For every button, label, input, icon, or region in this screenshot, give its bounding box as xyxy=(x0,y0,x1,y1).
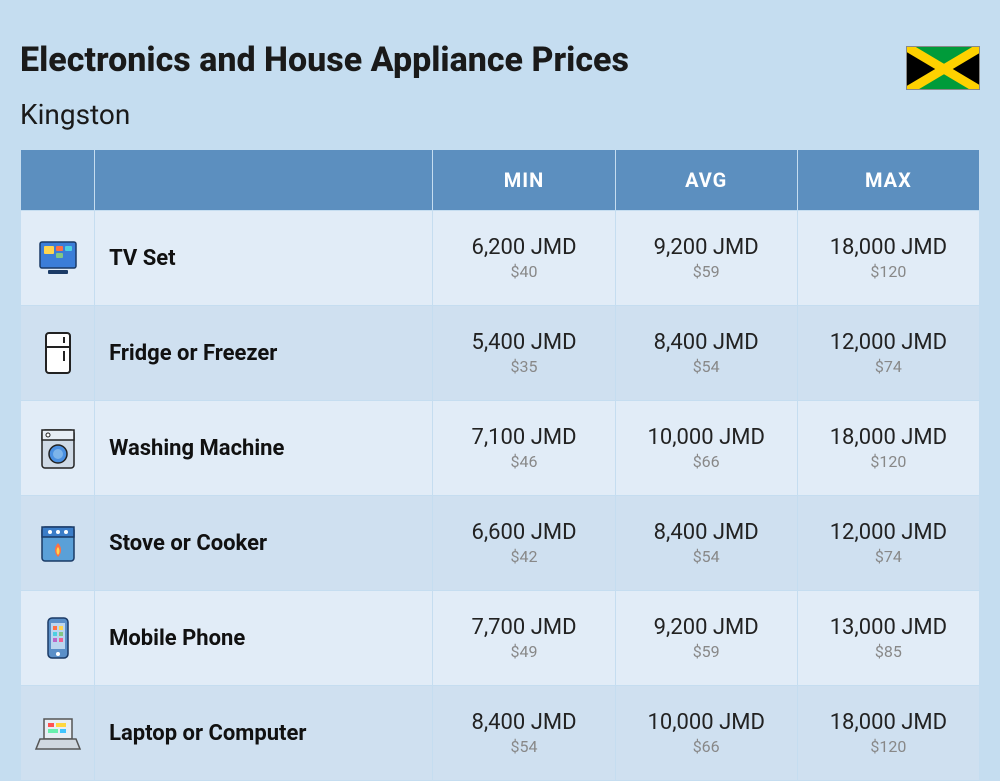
header-min: MIN xyxy=(433,150,615,211)
item-name: Stove or Cooker xyxy=(95,496,432,590)
max-cell: 18,000 JMD $120 xyxy=(798,211,979,305)
price-usd: $66 xyxy=(693,452,720,471)
price-table: MIN AVG MAX TV Set 6,200 JMD $40 9,200 JMD $… xyxy=(20,149,980,781)
phone-icon xyxy=(21,591,94,685)
price-jmd: 9,200 JMD xyxy=(654,615,759,640)
price-jmd: 13,000 JMD xyxy=(830,615,947,640)
max-cell: 13,000 JMD $85 xyxy=(798,591,979,685)
table-row: TV Set 6,200 JMD $40 9,200 JMD $59 18,000 JMD… xyxy=(21,211,980,306)
price-jmd: 18,000 JMD xyxy=(830,710,947,735)
page-title: Electronics and House Appliance Prices xyxy=(20,40,629,80)
price-jmd: 6,600 JMD xyxy=(471,520,576,545)
price-jmd: 7,100 JMD xyxy=(471,425,576,450)
price-jmd: 12,000 JMD xyxy=(830,520,947,545)
header-avg: AVG xyxy=(615,150,797,211)
price-jmd: 8,400 JMD xyxy=(654,520,759,545)
flag-jamaica xyxy=(906,46,980,90)
price-usd: $66 xyxy=(693,737,720,756)
price-usd: $59 xyxy=(693,642,720,661)
price-jmd: 5,400 JMD xyxy=(471,330,576,355)
avg-cell: 10,000 JMD $66 xyxy=(616,401,797,495)
item-name: Laptop or Computer xyxy=(95,686,432,780)
avg-cell: 10,000 JMD $66 xyxy=(616,686,797,780)
price-jmd: 18,000 JMD xyxy=(830,235,947,260)
price-usd: $46 xyxy=(511,452,538,471)
min-cell: 7,100 JMD $46 xyxy=(433,401,614,495)
item-name: TV Set xyxy=(95,211,432,305)
max-cell: 18,000 JMD $120 xyxy=(798,401,979,495)
price-jmd: 18,000 JMD xyxy=(830,425,947,450)
table-row: Stove or Cooker 6,600 JMD $42 8,400 JMD $54 1… xyxy=(21,496,980,591)
avg-cell: 9,200 JMD $59 xyxy=(616,211,797,305)
price-usd: $54 xyxy=(693,547,720,566)
item-name: Washing Machine xyxy=(95,401,432,495)
price-jmd: 8,400 JMD xyxy=(654,330,759,355)
table-row: Fridge or Freezer 5,400 JMD $35 8,400 JMD $5… xyxy=(21,306,980,401)
price-usd: $120 xyxy=(870,452,906,471)
price-jmd: 10,000 JMD xyxy=(647,710,764,735)
price-jmd: 10,000 JMD xyxy=(647,425,764,450)
stove-icon xyxy=(21,496,94,590)
city-name: Kingston xyxy=(20,98,980,131)
price-usd: $54 xyxy=(511,737,538,756)
min-cell: 5,400 JMD $35 xyxy=(433,306,614,400)
price-usd: $74 xyxy=(875,357,902,376)
price-usd: $120 xyxy=(870,737,906,756)
price-usd: $85 xyxy=(875,642,902,661)
min-cell: 6,600 JMD $42 xyxy=(433,496,614,590)
table-row: Laptop or Computer 8,400 JMD $54 10,000 JMD… xyxy=(21,686,980,781)
price-jmd: 7,700 JMD xyxy=(471,615,576,640)
max-cell: 18,000 JMD $120 xyxy=(798,686,979,780)
max-cell: 12,000 JMD $74 xyxy=(798,496,979,590)
price-jmd: 8,400 JMD xyxy=(471,710,576,735)
min-cell: 7,700 JMD $49 xyxy=(433,591,614,685)
table-row: Mobile Phone 7,700 JMD $49 9,200 JMD $59 13,0… xyxy=(21,591,980,686)
min-cell: 6,200 JMD $40 xyxy=(433,211,614,305)
avg-cell: 9,200 JMD $59 xyxy=(616,591,797,685)
price-usd: $54 xyxy=(693,357,720,376)
min-cell: 8,400 JMD $54 xyxy=(433,686,614,780)
tv-icon xyxy=(21,211,94,305)
header-name-col xyxy=(95,150,433,211)
price-usd: $120 xyxy=(870,262,906,281)
fridge-icon xyxy=(21,306,94,400)
header-max: MAX xyxy=(797,150,979,211)
avg-cell: 8,400 JMD $54 xyxy=(616,496,797,590)
table-row: Washing Machine 7,100 JMD $46 10,000 JMD $66… xyxy=(21,401,980,496)
price-usd: $74 xyxy=(875,547,902,566)
price-usd: $59 xyxy=(693,262,720,281)
washer-icon xyxy=(21,401,94,495)
price-usd: $42 xyxy=(511,547,538,566)
price-jmd: 12,000 JMD xyxy=(830,330,947,355)
laptop-icon xyxy=(21,686,94,780)
price-jmd: 6,200 JMD xyxy=(471,235,576,260)
avg-cell: 8,400 JMD $54 xyxy=(616,306,797,400)
price-usd: $40 xyxy=(511,262,538,281)
item-name: Mobile Phone xyxy=(95,591,432,685)
max-cell: 12,000 JMD $74 xyxy=(798,306,979,400)
price-jmd: 9,200 JMD xyxy=(654,235,759,260)
price-usd: $35 xyxy=(511,357,538,376)
item-name: Fridge or Freezer xyxy=(95,306,432,400)
header-icon-col xyxy=(21,150,95,211)
price-usd: $49 xyxy=(511,642,538,661)
